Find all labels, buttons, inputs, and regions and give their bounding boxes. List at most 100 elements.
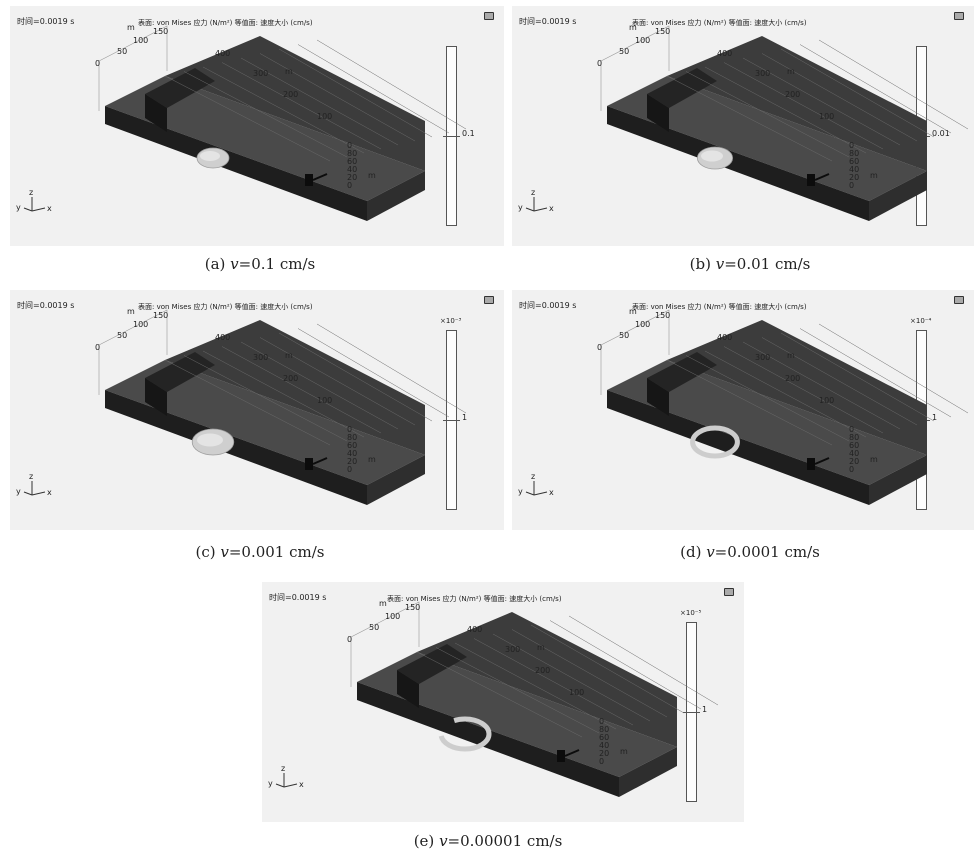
axis-tick-height: 80 — [599, 725, 609, 734]
colorbar-value: 1 — [932, 413, 938, 422]
time-label: 时间=0.0019 s — [519, 301, 577, 310]
axis-tick-width: 0 — [347, 635, 352, 644]
model-dam-face — [145, 378, 167, 416]
triad-z-label: z — [531, 188, 535, 197]
grid-line — [240, 341, 399, 430]
grid-line — [666, 75, 833, 162]
model-object-rod — [312, 457, 328, 465]
axis-tick-width: 0 — [95, 343, 100, 352]
axis-tick-height: 60 — [347, 157, 357, 166]
model-dam-face — [397, 670, 419, 708]
panel-c: 时间=0.0019 s 表面: von Mises 应力 (N/m²) 等值面: … — [10, 290, 504, 530]
model-dam — [145, 68, 215, 108]
time-label: 时间=0.0019 s — [519, 17, 577, 26]
model-dam-face — [647, 378, 669, 416]
grid-line — [316, 39, 467, 130]
axis-tick-height: 20 — [347, 173, 357, 182]
colorbar-exponent: ×10⁻³ — [440, 317, 462, 325]
triad-x-label: x — [549, 204, 554, 213]
bbox-frame — [98, 309, 168, 355]
axis-tick-width: 150 — [655, 311, 670, 320]
triad-x-axis — [533, 207, 548, 212]
axis-tick-length: 400 — [215, 333, 230, 342]
axis-tick-width: 150 — [655, 27, 670, 36]
plot-subtitle: 表面: von Mises 应力 (N/m²) 等值面: 速度大小 (cm/s) — [632, 19, 807, 27]
axis-tick-length: 300 — [755, 353, 770, 362]
colorbar-value: 0.1 — [462, 129, 475, 138]
colorbar-tick — [683, 712, 700, 713]
axis-tick-height: 0 — [347, 181, 352, 190]
axis-unit-length: m — [285, 351, 293, 360]
axis-unit-width: m — [629, 23, 637, 32]
grid-line — [530, 624, 685, 714]
model-object — [305, 174, 313, 186]
axis-unit-width: m — [629, 307, 637, 316]
axis-tick-length: 400 — [717, 49, 732, 58]
model-dam-face — [145, 94, 167, 132]
grid-line — [685, 71, 850, 158]
triad-y-label: y — [268, 779, 273, 788]
camera-icon — [954, 296, 964, 304]
grid-line — [511, 629, 668, 718]
grid-line — [183, 71, 348, 158]
camera-icon — [724, 588, 734, 596]
axis-tick-height: 80 — [849, 149, 859, 158]
time-label: 时间=0.0019 s — [17, 301, 75, 310]
grid-line — [685, 355, 850, 442]
axis-unit-length: m — [787, 67, 795, 76]
grid-line — [316, 323, 467, 414]
grid-line — [742, 341, 901, 430]
axis-tick-height: 0 — [849, 465, 854, 474]
axis-unit-height: m — [870, 455, 878, 464]
axis-unit-height: m — [368, 171, 376, 180]
colorbar-value: 1 — [462, 413, 468, 422]
colorbar — [683, 622, 700, 802]
axis-tick-height: 0 — [849, 141, 854, 150]
panel-d: 时间=0.0019 s 表面: von Mises 应力 (N/m²) 等值面: … — [512, 290, 974, 530]
grid-line — [221, 346, 382, 434]
axis-tick-height: 60 — [849, 157, 859, 166]
axis-tick-height: 0 — [347, 425, 352, 434]
panel-e: 时间=0.0019 s 表面: von Mises 应力 (N/m²) 等值面: … — [262, 582, 744, 822]
model-object-rod — [564, 749, 580, 757]
axis-tick-height: 80 — [849, 433, 859, 442]
model-bed-end — [367, 455, 425, 505]
model-slope — [165, 36, 425, 171]
grid-line — [259, 337, 416, 426]
model-bed-top — [607, 360, 927, 485]
model-object-rod — [312, 173, 328, 181]
model-object — [305, 458, 313, 470]
axis-tick-width: 100 — [133, 36, 148, 45]
axis-tick-height: 20 — [347, 457, 357, 466]
axis-tick-length: 100 — [317, 396, 332, 405]
model-slope — [165, 320, 425, 455]
time-label: 时间=0.0019 s — [269, 593, 327, 602]
grid-line — [297, 44, 450, 134]
axis-tick-height: 20 — [849, 457, 859, 466]
axis-tick-width: 0 — [597, 343, 602, 352]
axis-unit-length: m — [537, 643, 545, 652]
axis-unit-length: m — [787, 351, 795, 360]
colorbar-value: 1 — [702, 705, 708, 714]
axis-tick-height: 0 — [347, 141, 352, 150]
grid-line — [259, 53, 416, 142]
model-object — [807, 174, 815, 186]
axis-tick-height: 20 — [599, 749, 609, 758]
model-bed-front — [105, 390, 367, 505]
model-dam — [397, 644, 467, 684]
grid-line — [202, 66, 365, 154]
plot-subtitle: 表面: von Mises 应力 (N/m²) 等值面: 速度大小 (cm/s) — [138, 19, 313, 27]
model-dam-face — [647, 94, 669, 132]
grid-line — [723, 62, 884, 150]
axis-tick-height: 40 — [347, 449, 357, 458]
axis-unit-width: m — [127, 307, 135, 316]
axis-tick-length: 300 — [253, 69, 268, 78]
plot-subtitle: 表面: von Mises 应力 (N/m²) 等值面: 速度大小 (cm/s) — [387, 595, 562, 603]
panel-a: 时间=0.0019 s 表面: von Mises 应力 (N/m²) 等值面: … — [10, 6, 504, 246]
grid-line — [780, 48, 935, 138]
triad-x-axis — [31, 491, 46, 496]
triad-x-label: x — [299, 780, 304, 789]
colorbar-tick — [443, 420, 460, 421]
grid-line — [240, 57, 399, 146]
